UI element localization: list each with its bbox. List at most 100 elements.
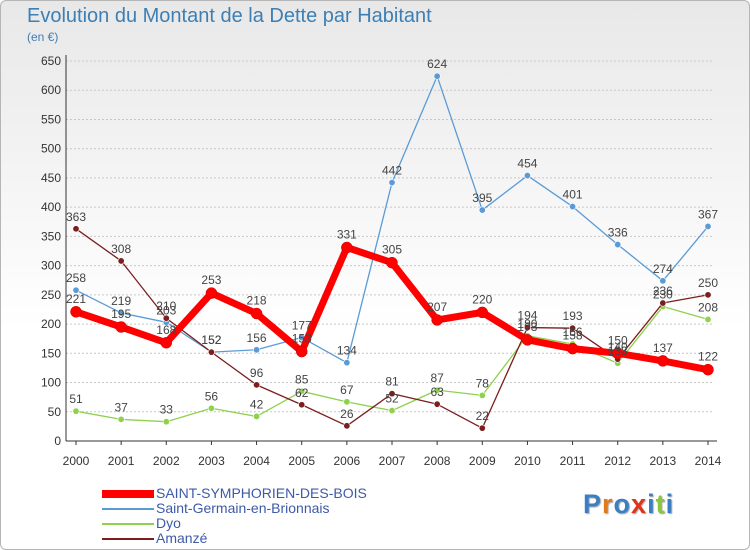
data-label: 274	[653, 262, 673, 276]
data-label: 308	[111, 242, 131, 256]
data-point	[253, 381, 261, 389]
data-point	[72, 225, 80, 233]
y-tick-label: 250	[41, 288, 61, 302]
data-point	[478, 206, 486, 214]
data-label: 395	[472, 191, 492, 205]
data-label: 180	[517, 317, 537, 331]
series-0	[70, 241, 714, 376]
data-label: 51	[69, 392, 83, 406]
data-point	[253, 346, 261, 354]
data-label: 140	[608, 340, 628, 354]
legend-label: Dyo	[156, 515, 181, 531]
data-label: 133	[608, 344, 628, 358]
x-tick-label: 2010	[514, 454, 541, 468]
data-point	[341, 241, 353, 254]
data-label: 194	[517, 309, 537, 323]
legend-swatch	[102, 490, 154, 498]
proxiti-logo: Proxiti	[583, 489, 674, 520]
data-point	[117, 257, 125, 265]
data-point	[343, 359, 351, 367]
logo-letter: i	[665, 489, 675, 519]
data-label: 195	[111, 307, 131, 321]
data-point	[614, 241, 622, 249]
data-label: 236	[653, 284, 673, 298]
data-label: 37	[114, 400, 128, 414]
data-point	[388, 407, 396, 415]
data-point	[207, 404, 215, 412]
data-label: 63	[430, 385, 444, 399]
data-label: 221	[66, 292, 86, 306]
data-point	[298, 401, 306, 409]
data-point	[704, 222, 712, 230]
data-point	[115, 321, 127, 333]
legend-label: Amanzé	[156, 530, 208, 546]
data-label: 220	[472, 292, 492, 306]
data-point	[476, 306, 489, 319]
data-label: 158	[563, 329, 583, 343]
x-tick-label: 2009	[469, 454, 496, 468]
data-label: 454	[517, 157, 537, 171]
x-tick-label: 2005	[288, 454, 315, 468]
data-label: 331	[337, 227, 357, 241]
data-point	[659, 277, 667, 285]
data-label: 122	[698, 350, 718, 364]
data-label: 56	[205, 389, 219, 403]
data-point	[295, 345, 308, 358]
x-tick-label: 2012	[604, 454, 631, 468]
data-point	[478, 391, 486, 399]
data-point	[388, 179, 396, 187]
data-point	[117, 415, 125, 423]
x-tick-label: 2008	[424, 454, 451, 468]
data-point	[659, 299, 667, 307]
data-point	[162, 314, 170, 322]
data-point	[702, 363, 714, 376]
data-label: 156	[247, 331, 267, 345]
data-label: 219	[111, 294, 131, 308]
data-label: 42	[250, 397, 264, 411]
data-label: 624	[427, 57, 447, 71]
data-point	[704, 291, 712, 299]
data-label: 367	[698, 207, 718, 221]
data-label: 193	[563, 309, 583, 323]
data-point	[72, 407, 80, 415]
data-label: 78	[476, 376, 490, 390]
y-tick-label: 50	[48, 405, 62, 419]
logo-letter: r	[602, 489, 614, 519]
x-tick-label: 2014	[695, 454, 722, 468]
data-point	[611, 347, 624, 360]
data-point	[250, 307, 263, 320]
data-label: 258	[66, 271, 86, 285]
series-1	[72, 72, 712, 367]
data-label: 210	[156, 299, 176, 313]
logo-letter: x	[631, 489, 648, 519]
x-tick-label: 2006	[334, 454, 361, 468]
data-point	[521, 334, 534, 346]
x-tick-label: 2004	[243, 454, 270, 468]
data-point	[160, 337, 173, 349]
data-point	[70, 306, 82, 318]
data-label: 442	[382, 164, 402, 178]
logo-letter: o	[613, 489, 632, 519]
legend-swatch	[102, 523, 154, 525]
data-point	[569, 203, 577, 211]
data-label: 152	[201, 333, 221, 347]
series-layer	[70, 72, 714, 432]
legend-swatch	[102, 508, 154, 510]
data-point	[566, 342, 579, 355]
data-label: 305	[382, 243, 402, 257]
data-label: 62	[295, 386, 309, 400]
y-tick-label: 650	[41, 54, 61, 68]
x-tick-label: 2001	[108, 454, 135, 468]
data-label: 96	[250, 366, 264, 380]
y-tick-label: 400	[41, 200, 61, 214]
y-tick-label: 200	[41, 317, 61, 331]
data-point	[205, 287, 218, 299]
data-label: 153	[292, 332, 312, 346]
data-label: 203	[156, 303, 176, 317]
logo-letter: P	[583, 489, 603, 519]
y-tick-label: 600	[41, 83, 61, 97]
data-label: 22	[476, 409, 490, 423]
